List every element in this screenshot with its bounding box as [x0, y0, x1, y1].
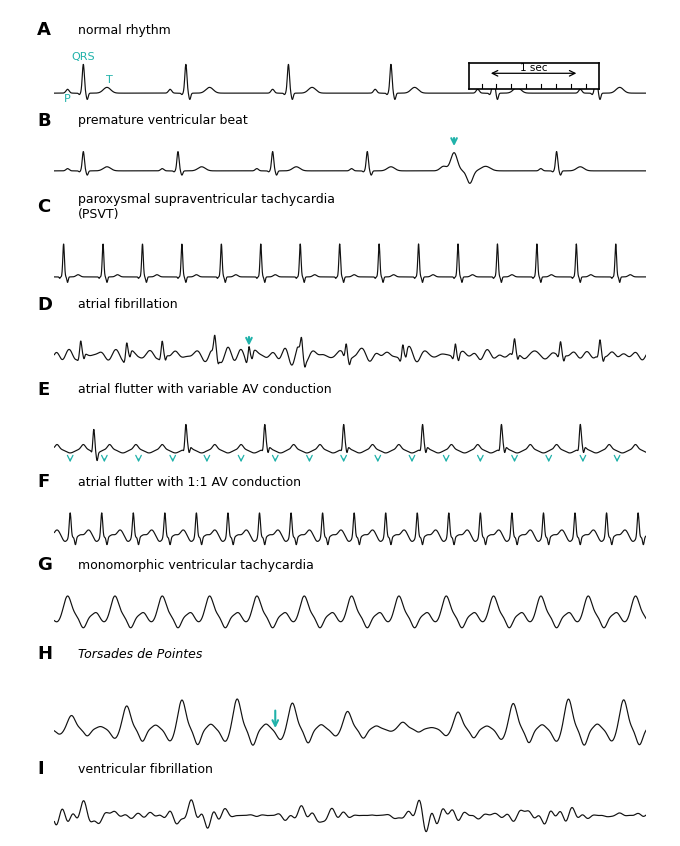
Text: F: F — [37, 473, 50, 492]
Text: premature ventricular beat: premature ventricular beat — [78, 114, 248, 128]
Text: H: H — [37, 645, 52, 663]
Text: D: D — [37, 295, 52, 314]
Text: atrial fibrillation: atrial fibrillation — [78, 298, 178, 311]
Text: QRS: QRS — [71, 52, 95, 62]
Text: G: G — [37, 557, 52, 574]
Text: P: P — [64, 94, 71, 103]
Text: 1 sec: 1 sec — [520, 63, 547, 73]
Text: atrial flutter with 1:1 AV conduction: atrial flutter with 1:1 AV conduction — [78, 475, 301, 489]
Text: normal rhythm: normal rhythm — [78, 24, 171, 37]
Text: C: C — [37, 198, 50, 216]
Text: T: T — [106, 74, 113, 85]
Text: atrial flutter with variable AV conduction: atrial flutter with variable AV conducti… — [78, 383, 332, 396]
Text: B: B — [37, 112, 51, 130]
Text: ventricular fibrillation: ventricular fibrillation — [78, 763, 213, 776]
Text: Torsades de Pointes: Torsades de Pointes — [78, 648, 203, 661]
Text: E: E — [37, 381, 50, 398]
Text: I: I — [37, 761, 44, 778]
Text: monomorphic ventricular tachycardia: monomorphic ventricular tachycardia — [78, 559, 314, 572]
Text: paroxysmal supraventricular tachycardia
(PSVT): paroxysmal supraventricular tachycardia … — [78, 193, 335, 221]
Text: A: A — [37, 21, 51, 40]
